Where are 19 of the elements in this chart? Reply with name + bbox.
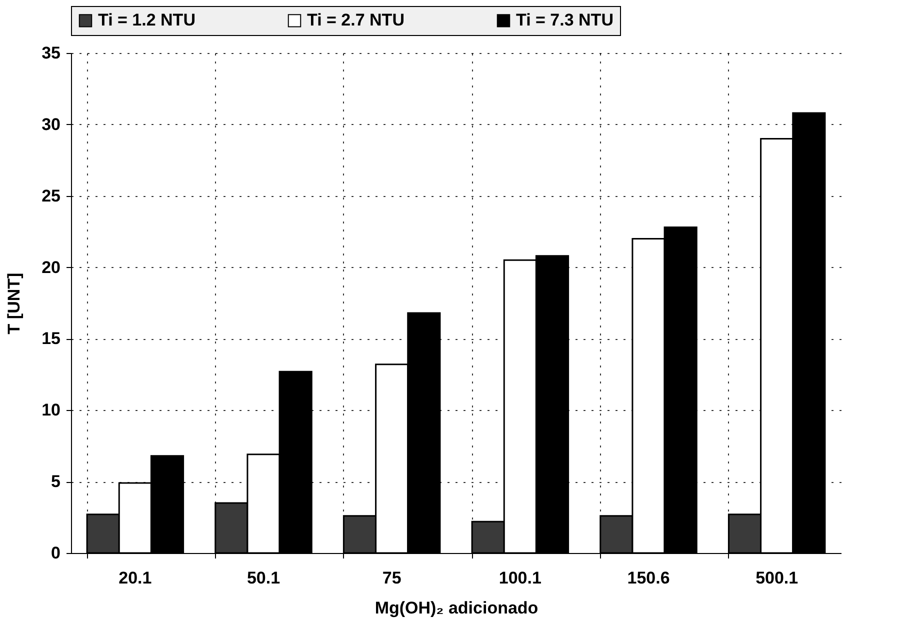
x-tick-label: 150.6 (627, 568, 670, 588)
y-tick-label: 10 (42, 400, 60, 420)
x-tick-label: 500.1 (756, 568, 798, 588)
y-tick-label: 5 (51, 472, 60, 492)
x-tick-label: 20.1 (118, 568, 152, 588)
x-axis-title: Mg(OH)₂ adicionado (374, 598, 538, 618)
y-tick-label: 35 (42, 44, 60, 62)
x-tick-label: 100.1 (498, 568, 542, 588)
legend-label: Ti = 2.7 NTU (307, 10, 404, 30)
y-tick-label: 25 (42, 186, 60, 206)
y-tick-label: 20 (42, 258, 60, 277)
y-axis-title: T [UNT] (4, 272, 24, 334)
legend-label: Ti = 1.2 NTU (98, 10, 196, 30)
y-tick-label: 30 (42, 114, 60, 134)
y-tick-label: 15 (42, 329, 60, 348)
y-tick-label: 0 (51, 544, 60, 562)
legend-label: Ti = 7.3 NTU (516, 10, 614, 30)
x-tick-label: 75 (382, 568, 402, 588)
x-tick-label: 50.1 (246, 568, 280, 588)
